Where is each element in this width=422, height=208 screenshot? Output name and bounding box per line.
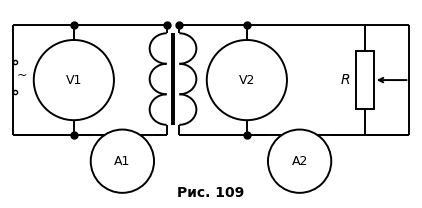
Text: ~: ~ xyxy=(17,68,27,81)
Ellipse shape xyxy=(91,130,154,193)
Ellipse shape xyxy=(268,130,331,193)
Ellipse shape xyxy=(207,40,287,120)
Text: Рис. 109: Рис. 109 xyxy=(177,186,245,201)
Ellipse shape xyxy=(34,40,114,120)
Bar xyxy=(356,51,374,109)
Text: $R$: $R$ xyxy=(340,73,350,87)
Text: V2: V2 xyxy=(239,74,255,87)
Text: V1: V1 xyxy=(66,74,82,87)
Text: A2: A2 xyxy=(292,155,308,168)
Text: A1: A1 xyxy=(114,155,130,168)
